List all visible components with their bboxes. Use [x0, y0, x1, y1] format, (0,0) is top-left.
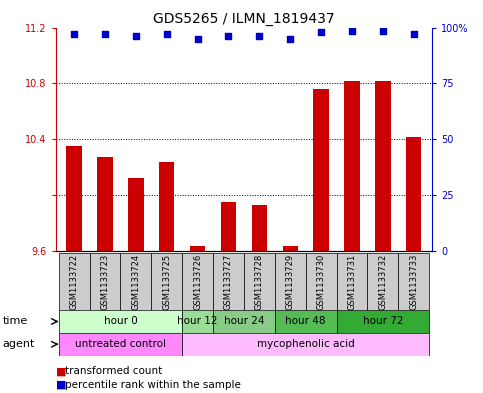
Text: hour 24: hour 24 — [224, 316, 264, 327]
Bar — [275, 310, 337, 333]
Point — [132, 33, 140, 40]
Bar — [128, 178, 143, 251]
Point — [379, 28, 387, 34]
Text: ■: ■ — [56, 366, 66, 376]
Bar — [58, 253, 89, 310]
Bar — [337, 253, 368, 310]
Text: hour 12: hour 12 — [177, 316, 218, 327]
Bar — [375, 81, 391, 251]
Point — [225, 33, 232, 40]
Point — [70, 31, 78, 37]
Text: ■: ■ — [56, 380, 66, 390]
Bar — [120, 253, 151, 310]
Text: GSM1133725: GSM1133725 — [162, 253, 171, 310]
Text: GSM1133731: GSM1133731 — [347, 253, 356, 310]
Bar — [398, 253, 429, 310]
Bar — [182, 253, 213, 310]
Point — [194, 35, 201, 42]
Bar — [283, 246, 298, 251]
Bar — [213, 253, 244, 310]
Bar — [252, 205, 267, 251]
Bar — [182, 333, 429, 356]
Text: GSM1133732: GSM1133732 — [378, 253, 387, 310]
Bar — [58, 310, 182, 333]
Text: GSM1133724: GSM1133724 — [131, 253, 141, 310]
Point — [256, 33, 263, 40]
Title: GDS5265 / ILMN_1819437: GDS5265 / ILMN_1819437 — [153, 13, 335, 26]
Bar — [337, 310, 429, 333]
Bar — [344, 81, 360, 251]
Text: untreated control: untreated control — [75, 339, 166, 349]
Bar — [306, 253, 337, 310]
Text: transformed count: transformed count — [65, 366, 162, 376]
Bar — [275, 253, 306, 310]
Bar — [190, 246, 205, 251]
Text: agent: agent — [2, 339, 35, 349]
Text: mycophenolic acid: mycophenolic acid — [257, 339, 355, 349]
Bar — [406, 136, 422, 251]
Text: GSM1133723: GSM1133723 — [100, 253, 110, 310]
Text: GSM1133730: GSM1133730 — [317, 253, 326, 310]
Text: hour 48: hour 48 — [285, 316, 326, 327]
Point — [317, 29, 325, 35]
Bar — [97, 158, 113, 251]
Bar — [151, 253, 182, 310]
Text: GSM1133727: GSM1133727 — [224, 253, 233, 310]
Point — [348, 28, 356, 34]
Bar — [159, 162, 174, 251]
Text: hour 0: hour 0 — [103, 316, 137, 327]
Text: hour 72: hour 72 — [363, 316, 403, 327]
Bar — [368, 253, 398, 310]
Bar — [66, 146, 82, 251]
Bar — [58, 333, 182, 356]
Point — [410, 31, 418, 37]
Point — [101, 31, 109, 37]
Bar — [182, 310, 213, 333]
Text: percentile rank within the sample: percentile rank within the sample — [65, 380, 241, 390]
Text: GSM1133729: GSM1133729 — [286, 253, 295, 310]
Bar — [244, 253, 275, 310]
Text: time: time — [2, 316, 28, 327]
Point — [163, 31, 170, 37]
Text: GSM1133722: GSM1133722 — [70, 253, 79, 310]
Point — [286, 35, 294, 42]
Bar — [213, 310, 275, 333]
Text: GSM1133733: GSM1133733 — [409, 253, 418, 310]
Bar — [221, 202, 236, 251]
Bar — [89, 253, 120, 310]
Bar — [313, 89, 329, 251]
Text: GSM1133726: GSM1133726 — [193, 253, 202, 310]
Text: GSM1133728: GSM1133728 — [255, 253, 264, 310]
